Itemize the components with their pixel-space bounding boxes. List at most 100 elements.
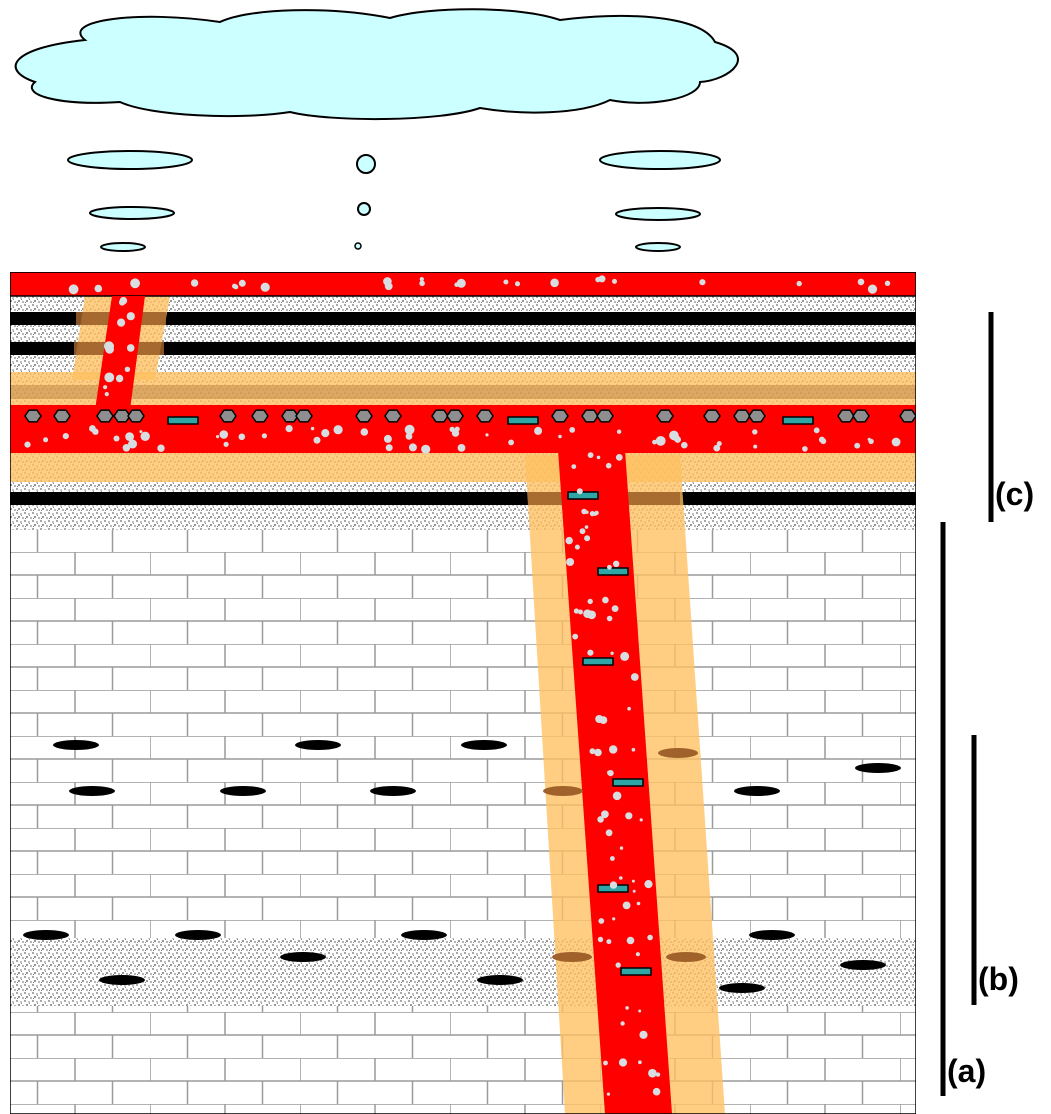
bubble xyxy=(385,444,393,452)
bubble xyxy=(139,430,143,434)
hexagon-crystal-icon xyxy=(446,409,464,423)
bubble xyxy=(699,279,706,286)
bubble xyxy=(655,1072,661,1077)
bubble xyxy=(674,436,681,443)
limestone-layer xyxy=(10,530,916,1114)
crystal xyxy=(782,416,814,425)
crystal xyxy=(620,967,652,976)
bubble xyxy=(408,443,417,452)
hexagon-crystal-icon xyxy=(733,409,751,423)
hexagon-crystal-icon xyxy=(476,409,494,423)
raindrop-icon xyxy=(67,150,193,170)
bubble xyxy=(606,1092,611,1096)
hexagon-crystal-icon xyxy=(113,409,131,423)
raindrop-icon xyxy=(356,154,376,174)
bubble xyxy=(619,876,623,880)
bubble xyxy=(419,277,424,282)
crystal xyxy=(507,416,539,425)
bubble xyxy=(647,934,653,941)
chert-nodule-icon xyxy=(658,748,698,758)
bubble xyxy=(635,952,641,957)
bubble xyxy=(602,596,609,604)
bubble xyxy=(105,344,114,354)
bubble xyxy=(117,318,126,327)
bubble xyxy=(636,901,641,906)
bubble xyxy=(587,452,594,458)
bubble xyxy=(233,284,239,290)
chert-nodule-icon xyxy=(370,786,416,796)
bubble xyxy=(802,446,808,452)
bubble xyxy=(122,444,131,452)
bubble xyxy=(601,810,609,819)
chert-nodule-icon xyxy=(543,786,583,796)
bubble xyxy=(631,879,635,883)
bubble xyxy=(618,1058,628,1067)
hexagon-crystal-icon xyxy=(596,409,614,423)
bubble xyxy=(603,1060,608,1066)
bubble xyxy=(813,427,820,434)
hexagon-crystal-icon xyxy=(899,409,916,423)
bubble xyxy=(639,818,643,822)
chert-nodule-icon xyxy=(401,930,447,940)
bubble xyxy=(607,564,612,570)
bubble xyxy=(620,1021,625,1026)
bubble xyxy=(652,439,657,445)
bubble xyxy=(631,747,636,752)
bubble xyxy=(456,278,466,288)
bubble xyxy=(126,344,135,352)
hexagon-crystal-icon xyxy=(219,409,237,423)
raindrop-icon xyxy=(354,242,362,250)
bubble xyxy=(796,280,802,287)
bubble xyxy=(515,281,520,287)
rain-right xyxy=(599,150,721,252)
bubble xyxy=(625,1006,629,1010)
chert-nodule-icon xyxy=(666,952,706,962)
bubble xyxy=(140,431,150,441)
hexagon-crystal-icon xyxy=(96,409,114,423)
bubble xyxy=(321,429,330,438)
bubble xyxy=(611,605,619,612)
bubble xyxy=(585,510,589,514)
bubble xyxy=(593,512,597,516)
bubble xyxy=(574,544,580,550)
rain-left xyxy=(67,150,193,252)
shale-bed xyxy=(10,492,916,505)
chert-nodule-icon xyxy=(840,960,886,970)
hexagon-crystal-icon xyxy=(852,409,870,423)
bubble xyxy=(606,615,613,622)
bubble xyxy=(681,441,688,449)
chert-nodule-icon xyxy=(220,786,266,796)
crystal xyxy=(582,657,614,666)
bubble xyxy=(113,435,120,442)
bubble xyxy=(610,651,614,655)
bubble xyxy=(854,442,861,449)
chert-nodule-icon xyxy=(719,983,765,993)
bubble xyxy=(405,432,413,440)
chert-nodule-icon xyxy=(855,763,901,773)
bubble xyxy=(587,610,596,620)
bubble xyxy=(503,279,509,285)
bubble xyxy=(104,372,115,383)
shale-bed xyxy=(10,312,916,325)
bubble xyxy=(584,535,591,542)
cloud-icon xyxy=(14,8,739,121)
bubble xyxy=(884,280,891,286)
bubble xyxy=(587,649,594,656)
chert-nodule-icon xyxy=(69,786,115,796)
raindrop-icon xyxy=(357,202,371,216)
bubble xyxy=(313,436,321,444)
bubble xyxy=(569,427,576,433)
bubble xyxy=(638,1060,642,1065)
bubble xyxy=(219,430,229,439)
bubble xyxy=(605,462,612,469)
bubble xyxy=(578,609,583,615)
bubble xyxy=(639,1030,648,1039)
gas-bubbles xyxy=(24,275,901,1096)
raindrop-icon xyxy=(89,206,175,220)
hexagon-crystal-icon xyxy=(703,409,721,423)
bubble xyxy=(104,392,109,397)
chert-nodule-icon xyxy=(295,740,341,750)
bubble xyxy=(68,284,79,295)
label-c: (c) xyxy=(995,476,1034,512)
